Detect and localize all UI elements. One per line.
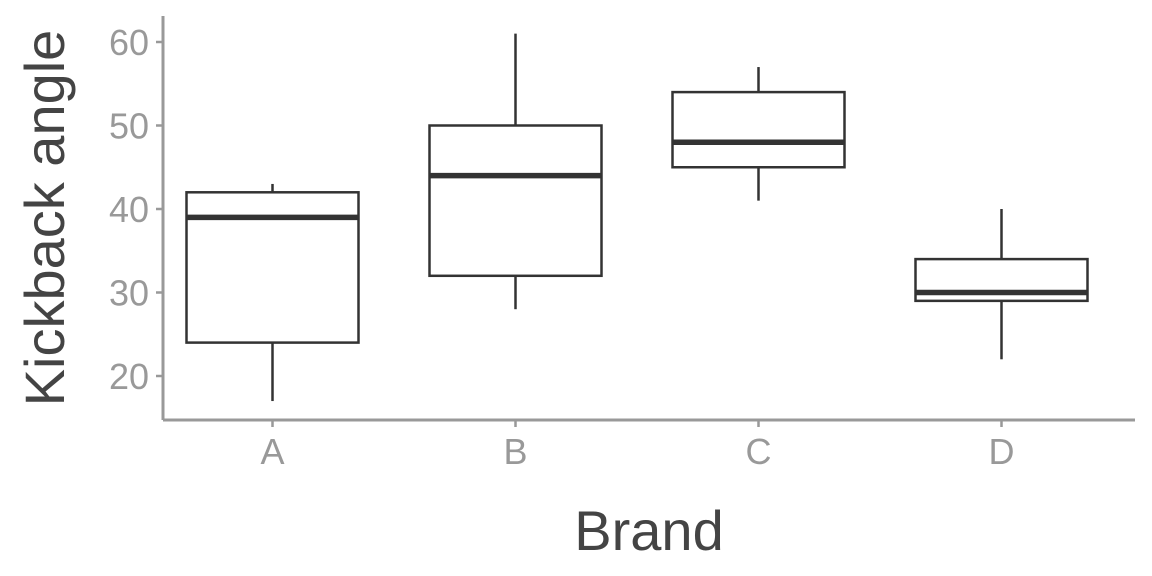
iqr-box bbox=[671, 90, 846, 169]
y-axis-title: Kickback angle bbox=[13, 30, 76, 407]
box-C bbox=[671, 67, 846, 201]
box-D bbox=[914, 209, 1089, 360]
x-tick-label: B bbox=[503, 431, 527, 472]
plot-area bbox=[185, 33, 1089, 402]
y-tick-label: 40 bbox=[109, 189, 149, 230]
y-tick-label: 30 bbox=[109, 273, 149, 314]
y-tick-label: 60 bbox=[109, 22, 149, 63]
box-B bbox=[428, 33, 603, 310]
x-tick-label: D bbox=[989, 431, 1015, 472]
y-tick-label: 20 bbox=[109, 356, 149, 397]
x-tick-label: A bbox=[260, 431, 284, 472]
box-A bbox=[185, 183, 360, 402]
x-axis-ticks: A B C D bbox=[260, 420, 1015, 472]
iqr-box bbox=[428, 124, 603, 278]
y-tick-label: 50 bbox=[109, 106, 149, 147]
x-axis-title: Brand bbox=[574, 499, 723, 562]
x-tick-label: C bbox=[746, 431, 772, 472]
y-axis-ticks: 20 30 40 50 60 bbox=[109, 22, 163, 397]
